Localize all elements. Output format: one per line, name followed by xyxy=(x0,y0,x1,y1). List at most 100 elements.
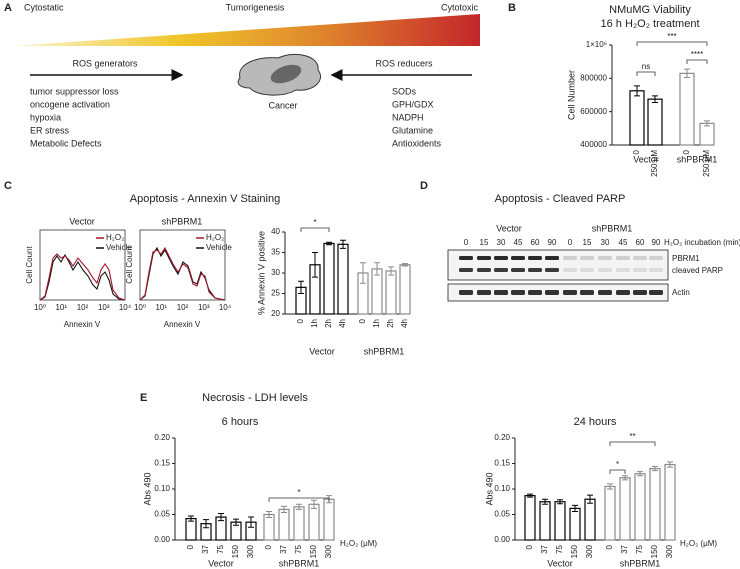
x-tick-label: 37 xyxy=(201,544,210,553)
error-bar xyxy=(557,499,563,505)
significance-label: **** xyxy=(691,50,703,59)
bar xyxy=(337,243,349,315)
band xyxy=(477,290,491,295)
band xyxy=(633,268,647,272)
lane-label: 30 xyxy=(601,238,610,247)
lane-label: 90 xyxy=(548,238,557,247)
x-tick-label: 75 xyxy=(635,544,644,553)
significance-bracket xyxy=(268,497,330,502)
group-label: Vector xyxy=(547,558,573,568)
panel-label: D xyxy=(420,180,428,192)
list-item: ER stress xyxy=(30,125,70,135)
band xyxy=(616,256,630,260)
band xyxy=(528,290,542,295)
significance-label: ns xyxy=(642,62,650,71)
x-tick-label: 10⁴ xyxy=(119,303,132,312)
x-tick-label: 1h xyxy=(372,319,381,328)
error-bar xyxy=(402,263,408,267)
bar xyxy=(263,513,275,541)
x-tick-label: 0 xyxy=(358,318,367,323)
legend-label: Vehicle xyxy=(106,243,132,252)
x-tick-label: 10² xyxy=(177,303,189,312)
x-tick-label: 300 xyxy=(665,544,674,558)
time-label: H₂O₂ incubation (min) xyxy=(664,238,740,247)
lane-label: 15 xyxy=(583,238,592,247)
band-label: PBRM1 xyxy=(672,254,700,263)
bar xyxy=(323,498,335,541)
y-axis-label: % Annexin V positive xyxy=(256,231,266,315)
bar xyxy=(399,264,411,315)
group-label: shPBRM1 xyxy=(677,154,718,164)
significance-label: *** xyxy=(667,32,676,41)
significance-label: ** xyxy=(629,432,635,441)
band xyxy=(528,268,542,272)
y-tick-label: 0.20 xyxy=(154,433,170,442)
error-bar xyxy=(667,461,673,468)
x-tick-label: 75 xyxy=(216,544,225,553)
x-tick-label: 300 xyxy=(585,544,594,558)
x-tick-label: 10³ xyxy=(198,303,210,312)
y-tick-label: 800000 xyxy=(580,73,607,82)
group-label: shPBRM1 xyxy=(364,346,405,356)
chart-subtitle: 16 h H₂O₂ treatment xyxy=(600,18,699,30)
chart-title: NMuMG Viability xyxy=(609,4,691,16)
significance-label: * xyxy=(297,488,300,497)
flow-frame xyxy=(139,229,226,301)
error-bar xyxy=(296,503,302,510)
error-bar xyxy=(637,471,643,477)
band xyxy=(545,268,559,272)
x-tick-label: 0 xyxy=(605,544,614,549)
panel-label: B xyxy=(508,2,516,14)
group-label: shPBRM1 xyxy=(592,223,633,233)
error-bar xyxy=(340,239,346,249)
gradient-label: Tumorigenesis xyxy=(226,2,285,12)
y-tick-label: 0.10 xyxy=(494,484,510,493)
x-tick-label: 0 xyxy=(525,544,534,549)
y-axis-label: Cell Count xyxy=(125,246,134,284)
bar xyxy=(569,507,581,541)
x-tick-label: 10⁴ xyxy=(219,303,232,312)
generators-title: ROS generators xyxy=(72,58,138,68)
error-bar xyxy=(281,505,287,513)
reducers-title: ROS reducers xyxy=(375,58,433,68)
x-tick-label: 75 xyxy=(555,544,564,553)
error-bar xyxy=(572,504,578,512)
list-item: Antioxidents xyxy=(392,138,442,148)
bar xyxy=(293,506,305,541)
chart-title: 24 hours xyxy=(574,416,617,428)
band xyxy=(580,268,594,272)
band xyxy=(649,290,663,295)
x-tick-label: 0 xyxy=(186,544,195,549)
lane-label: 60 xyxy=(636,238,645,247)
bar xyxy=(385,270,397,315)
x-tick-label: 37 xyxy=(620,544,629,553)
x-tick-label: 0 xyxy=(296,318,305,323)
band xyxy=(563,290,577,295)
y-tick-label: 0.15 xyxy=(154,459,170,468)
flow-curve xyxy=(39,253,126,301)
y-tick-label: 20 xyxy=(271,309,280,318)
band xyxy=(528,256,542,260)
group-label: shPBRM1 xyxy=(620,558,661,568)
x-tick-label: 10¹ xyxy=(55,303,67,312)
x-axis-label: Annexin V xyxy=(164,320,201,329)
y-tick-label: 600000 xyxy=(580,107,607,116)
band xyxy=(563,268,577,272)
list-item: oncogene activation xyxy=(30,99,110,109)
y-tick-label: 0.05 xyxy=(154,510,170,519)
x-tick-label: 10⁰ xyxy=(34,303,46,312)
x-tick-label: 300 xyxy=(246,544,255,558)
x-axis-label: H₂O₂ (μM) xyxy=(680,539,717,548)
band xyxy=(459,290,473,295)
error-bar xyxy=(312,252,318,278)
nucleus xyxy=(270,64,302,84)
x-axis-label: H₂O₂ (μM) xyxy=(340,539,377,548)
x-tick-label: 10² xyxy=(77,303,89,312)
x-tick-label: 150 xyxy=(650,544,659,558)
group-label: Vector xyxy=(309,346,335,356)
error-bar xyxy=(542,498,548,505)
bar xyxy=(308,503,320,541)
band xyxy=(477,268,491,272)
lane-label: 60 xyxy=(531,238,540,247)
cell-label: Cancer xyxy=(268,100,297,110)
